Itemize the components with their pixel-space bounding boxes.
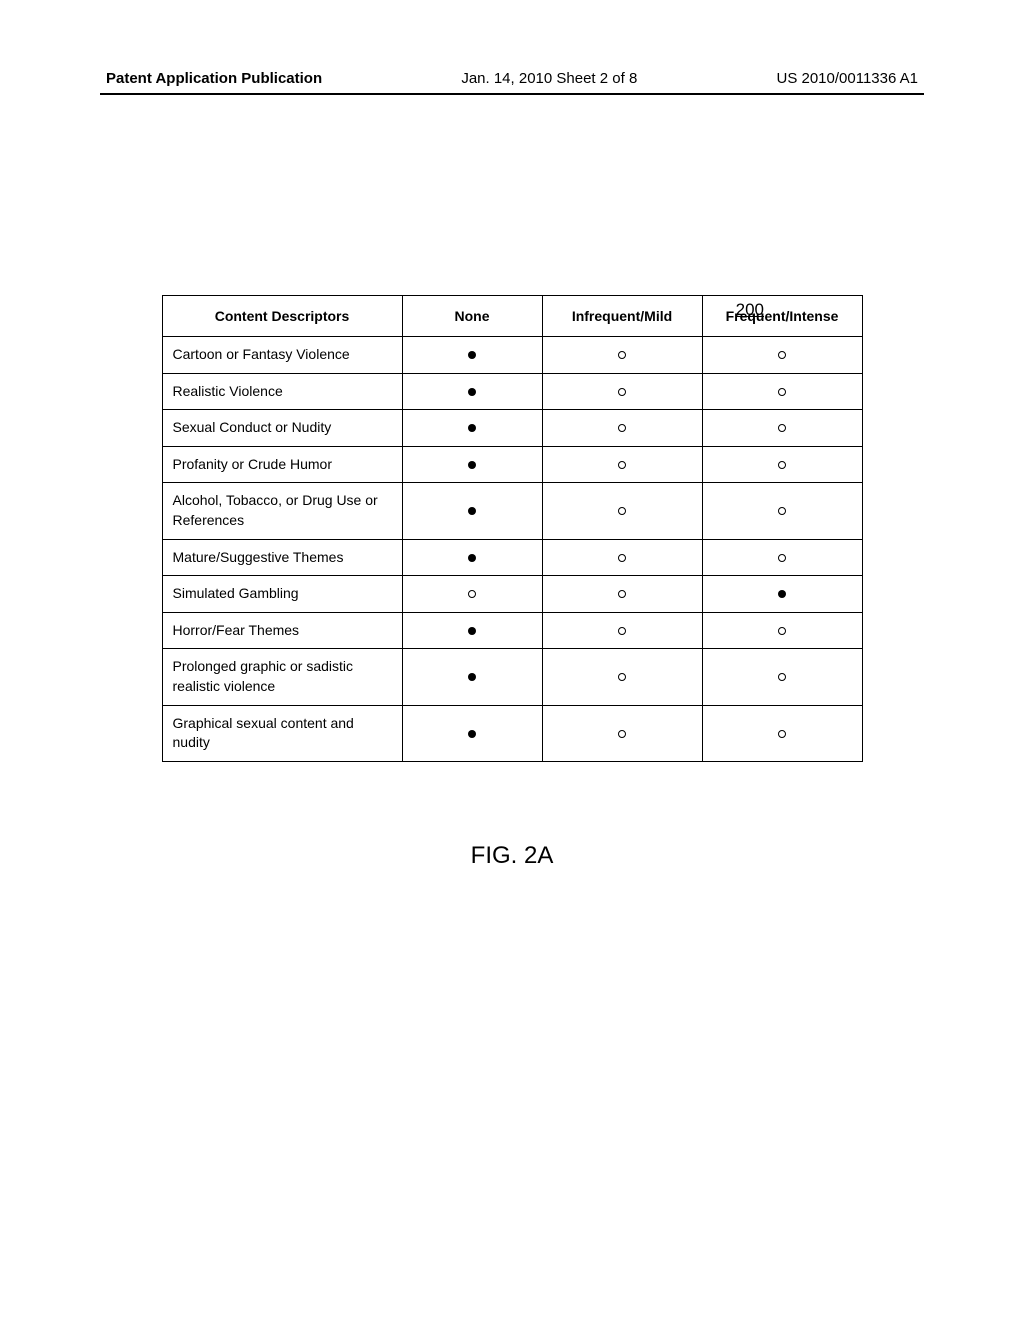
radio-infrequent[interactable] <box>542 539 702 576</box>
radio-none[interactable] <box>402 649 542 705</box>
table-row: Profanity or Crude Humor <box>162 446 862 483</box>
radio-unselected-icon <box>778 424 786 432</box>
header-left: Patent Application Publication <box>106 70 322 87</box>
table-row: Cartoon or Fantasy Violence <box>162 337 862 374</box>
radio-none[interactable] <box>402 539 542 576</box>
radio-frequent[interactable] <box>702 446 862 483</box>
descriptor-label: Prolonged graphic or sadistic realistic … <box>162 649 402 705</box>
table-row: Realistic Violence <box>162 373 862 410</box>
header-right: US 2010/0011336 A1 <box>776 70 918 87</box>
radio-selected-icon <box>468 627 476 635</box>
radio-infrequent[interactable] <box>542 705 702 761</box>
radio-infrequent[interactable] <box>542 337 702 374</box>
page-header: Patent Application Publication Jan. 14, … <box>100 70 924 95</box>
col-header-descriptors: Content Descriptors <box>162 296 402 337</box>
radio-none[interactable] <box>402 337 542 374</box>
radio-frequent[interactable] <box>702 483 862 539</box>
radio-none[interactable] <box>402 612 542 649</box>
radio-infrequent[interactable] <box>542 649 702 705</box>
radio-unselected-icon <box>618 627 626 635</box>
radio-selected-icon <box>468 507 476 515</box>
table-row: Prolonged graphic or sadistic realistic … <box>162 649 862 705</box>
radio-unselected-icon <box>778 673 786 681</box>
radio-unselected-icon <box>618 351 626 359</box>
radio-unselected-icon <box>778 507 786 515</box>
radio-frequent[interactable] <box>702 612 862 649</box>
descriptor-label: Graphical sexual content and nudity <box>162 705 402 761</box>
radio-frequent[interactable] <box>702 410 862 447</box>
table-body: Cartoon or Fantasy ViolenceRealistic Vio… <box>162 337 862 762</box>
radio-selected-icon <box>778 590 786 598</box>
radio-unselected-icon <box>618 554 626 562</box>
radio-selected-icon <box>468 388 476 396</box>
col-header-frequent: Frequent/Intense <box>702 296 862 337</box>
col-header-none: None <box>402 296 542 337</box>
descriptor-label: Sexual Conduct or Nudity <box>162 410 402 447</box>
radio-infrequent[interactable] <box>542 410 702 447</box>
radio-selected-icon <box>468 424 476 432</box>
radio-unselected-icon <box>778 388 786 396</box>
radio-unselected-icon <box>778 461 786 469</box>
radio-unselected-icon <box>778 554 786 562</box>
patent-page: Patent Application Publication Jan. 14, … <box>0 0 1024 1320</box>
descriptor-label: Cartoon or Fantasy Violence <box>162 337 402 374</box>
radio-unselected-icon <box>618 673 626 681</box>
radio-unselected-icon <box>778 351 786 359</box>
radio-none[interactable] <box>402 705 542 761</box>
radio-unselected-icon <box>618 730 626 738</box>
table-row: Graphical sexual content and nudity <box>162 705 862 761</box>
radio-selected-icon <box>468 351 476 359</box>
radio-selected-icon <box>468 730 476 738</box>
descriptor-label: Simulated Gambling <box>162 576 402 613</box>
reference-number: 200 <box>736 300 764 320</box>
radio-infrequent[interactable] <box>542 612 702 649</box>
radio-unselected-icon <box>618 590 626 598</box>
radio-none[interactable] <box>402 446 542 483</box>
radio-selected-icon <box>468 461 476 469</box>
radio-infrequent[interactable] <box>542 576 702 613</box>
radio-frequent[interactable] <box>702 539 862 576</box>
radio-unselected-icon <box>618 507 626 515</box>
descriptor-label: Alcohol, Tobacco, or Drug Use or Referen… <box>162 483 402 539</box>
descriptor-label: Realistic Violence <box>162 373 402 410</box>
table-row: Mature/Suggestive Themes <box>162 539 862 576</box>
table-row: Simulated Gambling <box>162 576 862 613</box>
radio-none[interactable] <box>402 373 542 410</box>
radio-none[interactable] <box>402 576 542 613</box>
descriptor-label: Mature/Suggestive Themes <box>162 539 402 576</box>
table-row: Alcohol, Tobacco, or Drug Use or Referen… <box>162 483 862 539</box>
radio-infrequent[interactable] <box>542 446 702 483</box>
radio-none[interactable] <box>402 483 542 539</box>
col-header-infrequent: Infrequent/Mild <box>542 296 702 337</box>
radio-none[interactable] <box>402 410 542 447</box>
radio-unselected-icon <box>778 730 786 738</box>
header-center: Jan. 14, 2010 Sheet 2 of 8 <box>461 70 637 87</box>
table-row: Sexual Conduct or Nudity <box>162 410 862 447</box>
radio-unselected-icon <box>778 627 786 635</box>
radio-selected-icon <box>468 554 476 562</box>
radio-frequent[interactable] <box>702 373 862 410</box>
radio-frequent[interactable] <box>702 576 862 613</box>
radio-unselected-icon <box>468 590 476 598</box>
radio-infrequent[interactable] <box>542 373 702 410</box>
radio-unselected-icon <box>618 388 626 396</box>
radio-infrequent[interactable] <box>542 483 702 539</box>
radio-unselected-icon <box>618 424 626 432</box>
descriptor-label: Horror/Fear Themes <box>162 612 402 649</box>
content-descriptors-table: Content Descriptors None Infrequent/Mild… <box>162 295 863 762</box>
figure-caption: FIG. 2A <box>100 842 924 870</box>
radio-frequent[interactable] <box>702 649 862 705</box>
radio-selected-icon <box>468 673 476 681</box>
radio-unselected-icon <box>618 461 626 469</box>
radio-frequent[interactable] <box>702 705 862 761</box>
table-row: Horror/Fear Themes <box>162 612 862 649</box>
radio-frequent[interactable] <box>702 337 862 374</box>
descriptor-label: Profanity or Crude Humor <box>162 446 402 483</box>
